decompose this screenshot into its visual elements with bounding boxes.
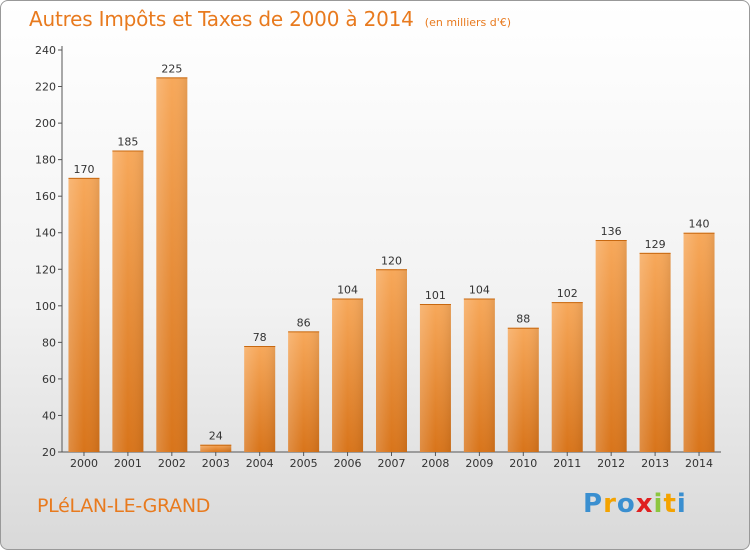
x-tick-label: 2011 [553, 457, 581, 470]
value-label: 140 [689, 218, 710, 231]
bar-shine [595, 240, 627, 452]
bar-shine [551, 302, 583, 452]
value-label: 86 [297, 316, 311, 329]
value-labels: 170 185 225 24 78 86 104 120 101 104 88 102 136 129 14… [73, 62, 709, 442]
bar-shine [332, 298, 364, 452]
x-tick-label: 2000 [70, 457, 98, 470]
value-label: 24 [209, 430, 223, 443]
value-label: 120 [381, 254, 402, 267]
bar-shine [288, 331, 320, 452]
axes: 20 40 60 80 100 120 140 160 180 200 220 240 2000 2001… [35, 44, 721, 470]
x-tick-label: 2002 [158, 457, 186, 470]
y-tick-label: 140 [35, 227, 56, 240]
logo-letter: i [676, 489, 687, 519]
y-tick-label: 20 [42, 446, 56, 459]
x-tick-label: 2012 [597, 457, 625, 470]
y-tick-label: 100 [35, 300, 56, 313]
x-tick-label: 2006 [334, 457, 362, 470]
value-label: 104 [337, 284, 358, 297]
bars [68, 77, 715, 452]
value-label: 104 [469, 284, 490, 297]
value-label: 170 [73, 163, 94, 176]
logo-letter: x [635, 489, 654, 519]
logo-letter: r [603, 489, 617, 519]
bar-shine [463, 298, 495, 452]
y-tick-label: 200 [35, 117, 56, 130]
bar-shine [419, 303, 451, 452]
value-label: 88 [516, 313, 530, 326]
value-label: 225 [161, 62, 182, 75]
bar-shine [200, 444, 232, 452]
proxiti-logo: Proxiti [583, 489, 687, 519]
x-tick-label: 2004 [246, 457, 274, 470]
value-label: 101 [425, 289, 446, 302]
x-tick-label: 2009 [465, 457, 493, 470]
x-tick-label: 2010 [509, 457, 537, 470]
bar-shine [68, 177, 100, 452]
y-tick-label: 180 [35, 154, 56, 167]
bar-shine [376, 269, 407, 452]
y-tick-label: 220 [35, 81, 56, 94]
y-tick-label: 160 [35, 190, 56, 203]
bar-shine [507, 327, 539, 452]
y-tick-label: 40 [42, 409, 56, 422]
y-tick-label: 240 [35, 44, 56, 57]
logo-letter: t [663, 489, 677, 519]
x-tick-label: 2007 [378, 457, 406, 470]
x-tick-label: 2003 [202, 457, 230, 470]
y-tick-label: 120 [35, 263, 56, 276]
x-tick-label: 2013 [641, 457, 669, 470]
value-label: 185 [117, 136, 138, 149]
chart-title: Autres Impôts et Taxes de 2000 à 2014 [29, 7, 414, 31]
bar-shine [112, 150, 144, 452]
y-tick-label: 80 [42, 336, 56, 349]
logo-letter: P [583, 489, 604, 519]
value-label: 129 [645, 238, 666, 251]
x-tick-label: 2008 [421, 457, 449, 470]
x-tick-label: 2014 [685, 457, 713, 470]
value-label: 102 [557, 287, 578, 300]
commune-name: PLéLAN-LE-GRAND [37, 495, 211, 517]
y-tick-label: 60 [42, 373, 56, 386]
chart-subtitle: (en milliers d'€) [424, 16, 512, 29]
x-tick-label: 2001 [114, 457, 142, 470]
bar-shine [244, 346, 276, 452]
logo-letter: i [653, 489, 664, 519]
x-tick-label: 2005 [290, 457, 318, 470]
value-label: 78 [253, 331, 267, 344]
bar-shine [639, 252, 671, 452]
logo-letter: o [616, 489, 636, 519]
bar-shine [683, 232, 715, 452]
title-block: Autres Impôts et Taxes de 2000 à 2014 (e… [29, 7, 511, 31]
bar-shine [156, 77, 188, 452]
value-label: 136 [601, 225, 622, 238]
